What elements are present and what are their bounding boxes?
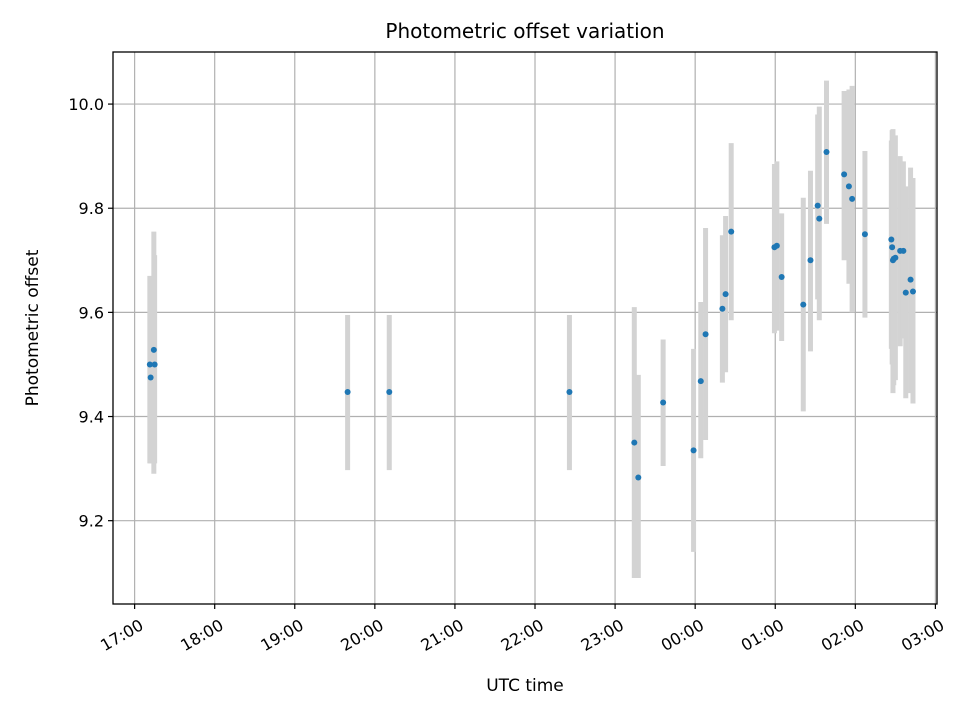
y-tick-label: 10.0 [68,95,104,114]
data-point [722,291,729,298]
data-point [841,171,848,178]
data-point [635,474,642,481]
data-point [845,183,852,190]
y-tick-label: 9.2 [79,512,104,531]
data-point [147,374,154,381]
data-point [728,228,735,235]
data-point [900,247,907,254]
data-point [702,331,709,338]
data-point [566,389,573,396]
y-tick-label: 9.4 [79,408,104,427]
data-points [146,148,916,481]
data-point [849,195,856,202]
data-point [344,389,351,396]
data-point [823,148,830,155]
data-point [892,254,899,261]
data-point [907,276,914,283]
data-point [719,305,726,312]
data-point [146,361,153,368]
plot-frame [112,51,938,605]
data-point [807,257,814,264]
data-point [909,288,916,295]
data-point [631,439,638,446]
data-point [889,244,896,251]
chart-title: Photometric offset variation [385,19,664,43]
data-point [660,399,667,406]
data-point [861,231,868,238]
grid [113,52,937,604]
data-point [778,273,785,280]
data-point [150,346,157,353]
data-point [151,361,158,368]
data-point [386,389,393,396]
data-point [816,215,823,222]
data-point [697,378,704,385]
data-point [814,202,821,209]
data-point [888,236,895,243]
data-point [800,301,807,308]
data-point [773,242,780,249]
y-axis: 9.2 9.4 9.6 9.8 10.0 [68,95,113,531]
y-tick-label: 9.6 [79,303,104,322]
data-point [690,447,697,454]
y-tick-label: 9.8 [79,199,104,218]
x-axis-label: UTC time [486,676,564,696]
data-point [902,289,909,296]
y-axis-label: Photometric offset [23,249,43,406]
